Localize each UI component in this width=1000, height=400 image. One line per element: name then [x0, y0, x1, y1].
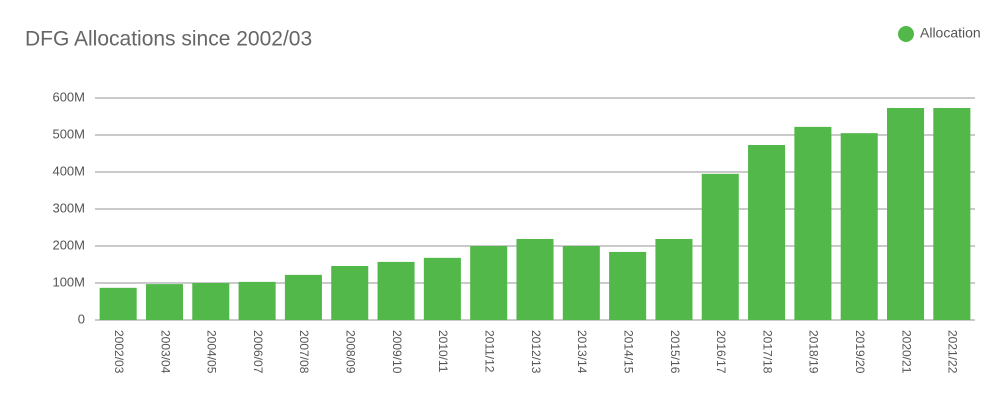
- x-tick-label: 2007/08: [297, 330, 311, 374]
- x-tick-label: 2004/05: [205, 330, 219, 374]
- bar: [423, 257, 461, 320]
- bar: [840, 133, 878, 320]
- bar: [748, 144, 786, 320]
- y-tick-label: 100M: [52, 274, 85, 289]
- bar: [470, 246, 508, 320]
- y-tick-label: 0: [78, 311, 85, 326]
- x-tick-label: 2002/03: [112, 330, 126, 374]
- chart-title: DFG Allocations since 2002/03: [25, 28, 312, 51]
- x-tick-label: 2008/09: [344, 330, 358, 374]
- x-tick-label: 2014/15: [621, 330, 635, 374]
- bar: [377, 261, 415, 320]
- x-tick-label: 2012/13: [529, 330, 543, 374]
- bar: [284, 274, 322, 320]
- bar: [516, 238, 554, 320]
- x-tick-label: 2017/18: [760, 330, 774, 374]
- y-tick-label: 500M: [52, 126, 85, 141]
- x-tick-label: 2018/19: [807, 330, 821, 374]
- x-tick-label: 2009/10: [390, 330, 404, 374]
- y-tick-label: 200M: [52, 237, 85, 252]
- x-tick-label: 2010/11: [436, 330, 450, 373]
- x-tick-label: 2020/21: [899, 330, 913, 374]
- bar: [609, 251, 647, 320]
- x-tick-label: 2016/17: [714, 330, 728, 374]
- y-tick-label: 600M: [52, 89, 85, 104]
- bar: [887, 107, 925, 321]
- bar: [192, 283, 230, 320]
- x-tick-label: 2019/20: [853, 330, 867, 374]
- bar: [562, 246, 600, 320]
- x-tick-label: 2011/12: [483, 330, 497, 373]
- bar: [331, 265, 369, 320]
- bar: [99, 287, 137, 320]
- bar: [238, 281, 276, 320]
- x-tick-label: 2021/22: [946, 330, 960, 374]
- x-tick-label: 2006/07: [251, 330, 265, 374]
- y-tick-label: 300M: [52, 200, 85, 215]
- bar: [794, 126, 832, 320]
- x-tick-label: 2015/16: [668, 330, 682, 374]
- y-tick-label: 400M: [52, 163, 85, 178]
- bar: [145, 284, 183, 320]
- bar: [933, 107, 971, 321]
- bar: [655, 238, 693, 320]
- bar: [701, 173, 739, 320]
- legend-label: Allocation: [920, 25, 981, 41]
- x-tick-label: 2013/14: [575, 330, 589, 374]
- x-tick-label: 2003/04: [158, 330, 172, 374]
- legend-marker: [898, 26, 914, 42]
